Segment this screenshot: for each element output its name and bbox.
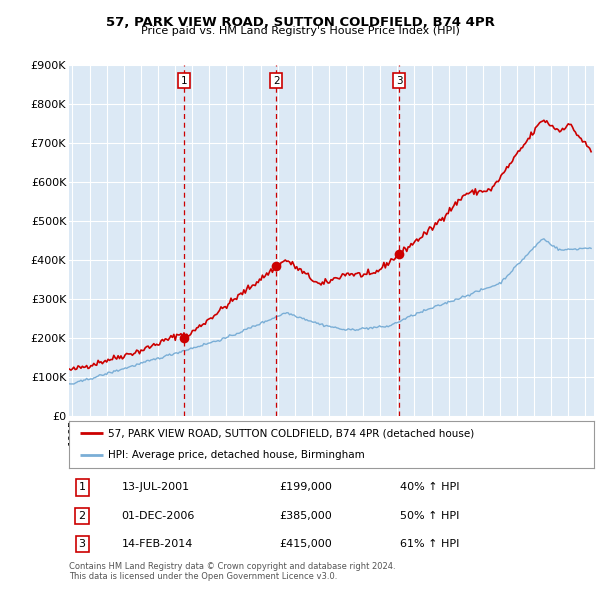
Text: 14-FEB-2014: 14-FEB-2014 <box>121 539 193 549</box>
Text: Contains HM Land Registry data © Crown copyright and database right 2024.: Contains HM Land Registry data © Crown c… <box>69 562 395 571</box>
Text: 57, PARK VIEW ROAD, SUTTON COLDFIELD, B74 4PR (detached house): 57, PARK VIEW ROAD, SUTTON COLDFIELD, B7… <box>109 428 475 438</box>
Text: Price paid vs. HM Land Registry's House Price Index (HPI): Price paid vs. HM Land Registry's House … <box>140 26 460 36</box>
Text: 50% ↑ HPI: 50% ↑ HPI <box>400 510 459 520</box>
Text: 2: 2 <box>273 76 280 86</box>
Text: 01-DEC-2006: 01-DEC-2006 <box>121 510 195 520</box>
Text: £199,000: £199,000 <box>279 483 332 493</box>
Text: 61% ↑ HPI: 61% ↑ HPI <box>400 539 459 549</box>
Text: This data is licensed under the Open Government Licence v3.0.: This data is licensed under the Open Gov… <box>69 572 337 581</box>
Text: £415,000: £415,000 <box>279 539 332 549</box>
Text: 57, PARK VIEW ROAD, SUTTON COLDFIELD, B74 4PR: 57, PARK VIEW ROAD, SUTTON COLDFIELD, B7… <box>106 16 494 29</box>
Text: 1: 1 <box>79 483 86 493</box>
Text: 3: 3 <box>79 539 86 549</box>
Text: 2: 2 <box>79 510 86 520</box>
Text: 13-JUL-2001: 13-JUL-2001 <box>121 483 190 493</box>
Text: 1: 1 <box>181 76 188 86</box>
Text: 3: 3 <box>396 76 403 86</box>
Text: HPI: Average price, detached house, Birmingham: HPI: Average price, detached house, Birm… <box>109 450 365 460</box>
Text: £385,000: £385,000 <box>279 510 332 520</box>
Text: 40% ↑ HPI: 40% ↑ HPI <box>400 483 459 493</box>
